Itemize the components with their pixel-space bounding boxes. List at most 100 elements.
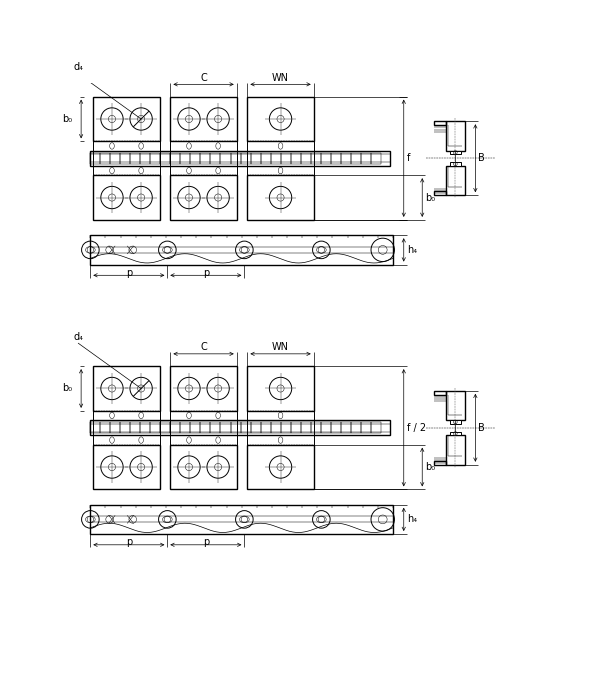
Bar <box>110 422 121 433</box>
Bar <box>170 435 236 444</box>
Bar <box>200 153 211 164</box>
Bar <box>110 153 121 164</box>
Bar <box>241 153 251 164</box>
Bar <box>91 153 100 164</box>
Bar <box>446 391 464 420</box>
Text: p: p <box>203 537 209 547</box>
Bar <box>247 435 314 444</box>
Bar <box>100 153 110 164</box>
Bar <box>94 141 160 150</box>
Bar <box>271 153 281 164</box>
Bar <box>170 366 236 411</box>
Bar <box>100 422 110 433</box>
Bar <box>94 175 160 220</box>
Bar <box>241 422 251 433</box>
Bar <box>151 153 160 164</box>
Bar <box>190 422 200 433</box>
Bar <box>341 422 350 433</box>
Bar <box>320 422 331 433</box>
Bar <box>341 153 350 164</box>
Bar <box>247 97 314 141</box>
Text: d₄: d₄ <box>73 62 83 72</box>
Bar <box>301 422 311 433</box>
Bar <box>371 422 380 433</box>
Bar <box>170 444 236 489</box>
Bar <box>170 175 236 220</box>
Bar <box>94 166 160 175</box>
Bar <box>434 121 446 125</box>
Text: h₄: h₄ <box>407 245 417 255</box>
Bar <box>450 150 461 155</box>
Bar <box>251 422 260 433</box>
Text: p: p <box>126 537 132 547</box>
Bar <box>160 422 170 433</box>
Bar <box>170 141 236 150</box>
Bar <box>121 153 130 164</box>
Bar <box>170 422 181 433</box>
Bar <box>220 422 230 433</box>
Bar <box>251 153 260 164</box>
Bar <box>311 422 320 433</box>
Bar <box>450 432 461 435</box>
Text: b₀: b₀ <box>62 114 72 124</box>
Text: p: p <box>126 268 132 277</box>
Bar <box>94 366 160 411</box>
Bar <box>450 162 461 166</box>
Bar <box>247 366 314 411</box>
Text: WN: WN <box>272 73 289 83</box>
Bar <box>434 391 446 395</box>
Text: f / 2: f / 2 <box>407 423 426 433</box>
Text: C: C <box>200 73 207 83</box>
Bar <box>434 461 446 465</box>
Bar <box>361 153 371 164</box>
Bar <box>350 422 361 433</box>
Bar <box>91 420 390 435</box>
Bar <box>211 153 220 164</box>
Bar <box>91 422 100 433</box>
Bar <box>160 153 170 164</box>
Bar <box>350 153 361 164</box>
Bar <box>247 175 314 220</box>
Bar <box>247 444 314 489</box>
Bar <box>140 153 151 164</box>
Text: d₄: d₄ <box>73 331 83 342</box>
Text: b₀: b₀ <box>425 193 436 203</box>
Bar <box>94 435 160 444</box>
Bar <box>446 435 464 465</box>
Text: B: B <box>478 423 485 433</box>
Bar <box>361 422 371 433</box>
Bar <box>170 153 181 164</box>
Bar <box>247 411 314 420</box>
Bar <box>181 153 190 164</box>
Text: WN: WN <box>272 342 289 353</box>
Text: b₀: b₀ <box>425 462 436 472</box>
Bar <box>281 153 290 164</box>
Bar <box>446 121 464 150</box>
Bar <box>450 420 461 424</box>
Bar <box>94 411 160 420</box>
Bar <box>181 422 190 433</box>
Bar <box>331 153 341 164</box>
Bar <box>230 422 241 433</box>
Bar <box>130 422 140 433</box>
Bar <box>230 153 241 164</box>
Bar <box>170 411 236 420</box>
Text: f: f <box>407 153 410 164</box>
Bar <box>281 422 290 433</box>
Bar <box>151 422 160 433</box>
Bar <box>446 166 464 195</box>
Bar <box>331 422 341 433</box>
Bar <box>130 153 140 164</box>
Text: h₄: h₄ <box>407 514 417 524</box>
Bar <box>301 153 311 164</box>
Bar <box>200 422 211 433</box>
Text: p: p <box>203 268 209 277</box>
Bar <box>260 153 271 164</box>
Bar <box>91 150 390 166</box>
Bar <box>140 422 151 433</box>
Bar <box>170 166 236 175</box>
Bar <box>311 153 320 164</box>
Bar <box>271 422 281 433</box>
Bar <box>94 444 160 489</box>
Text: C: C <box>200 342 207 353</box>
